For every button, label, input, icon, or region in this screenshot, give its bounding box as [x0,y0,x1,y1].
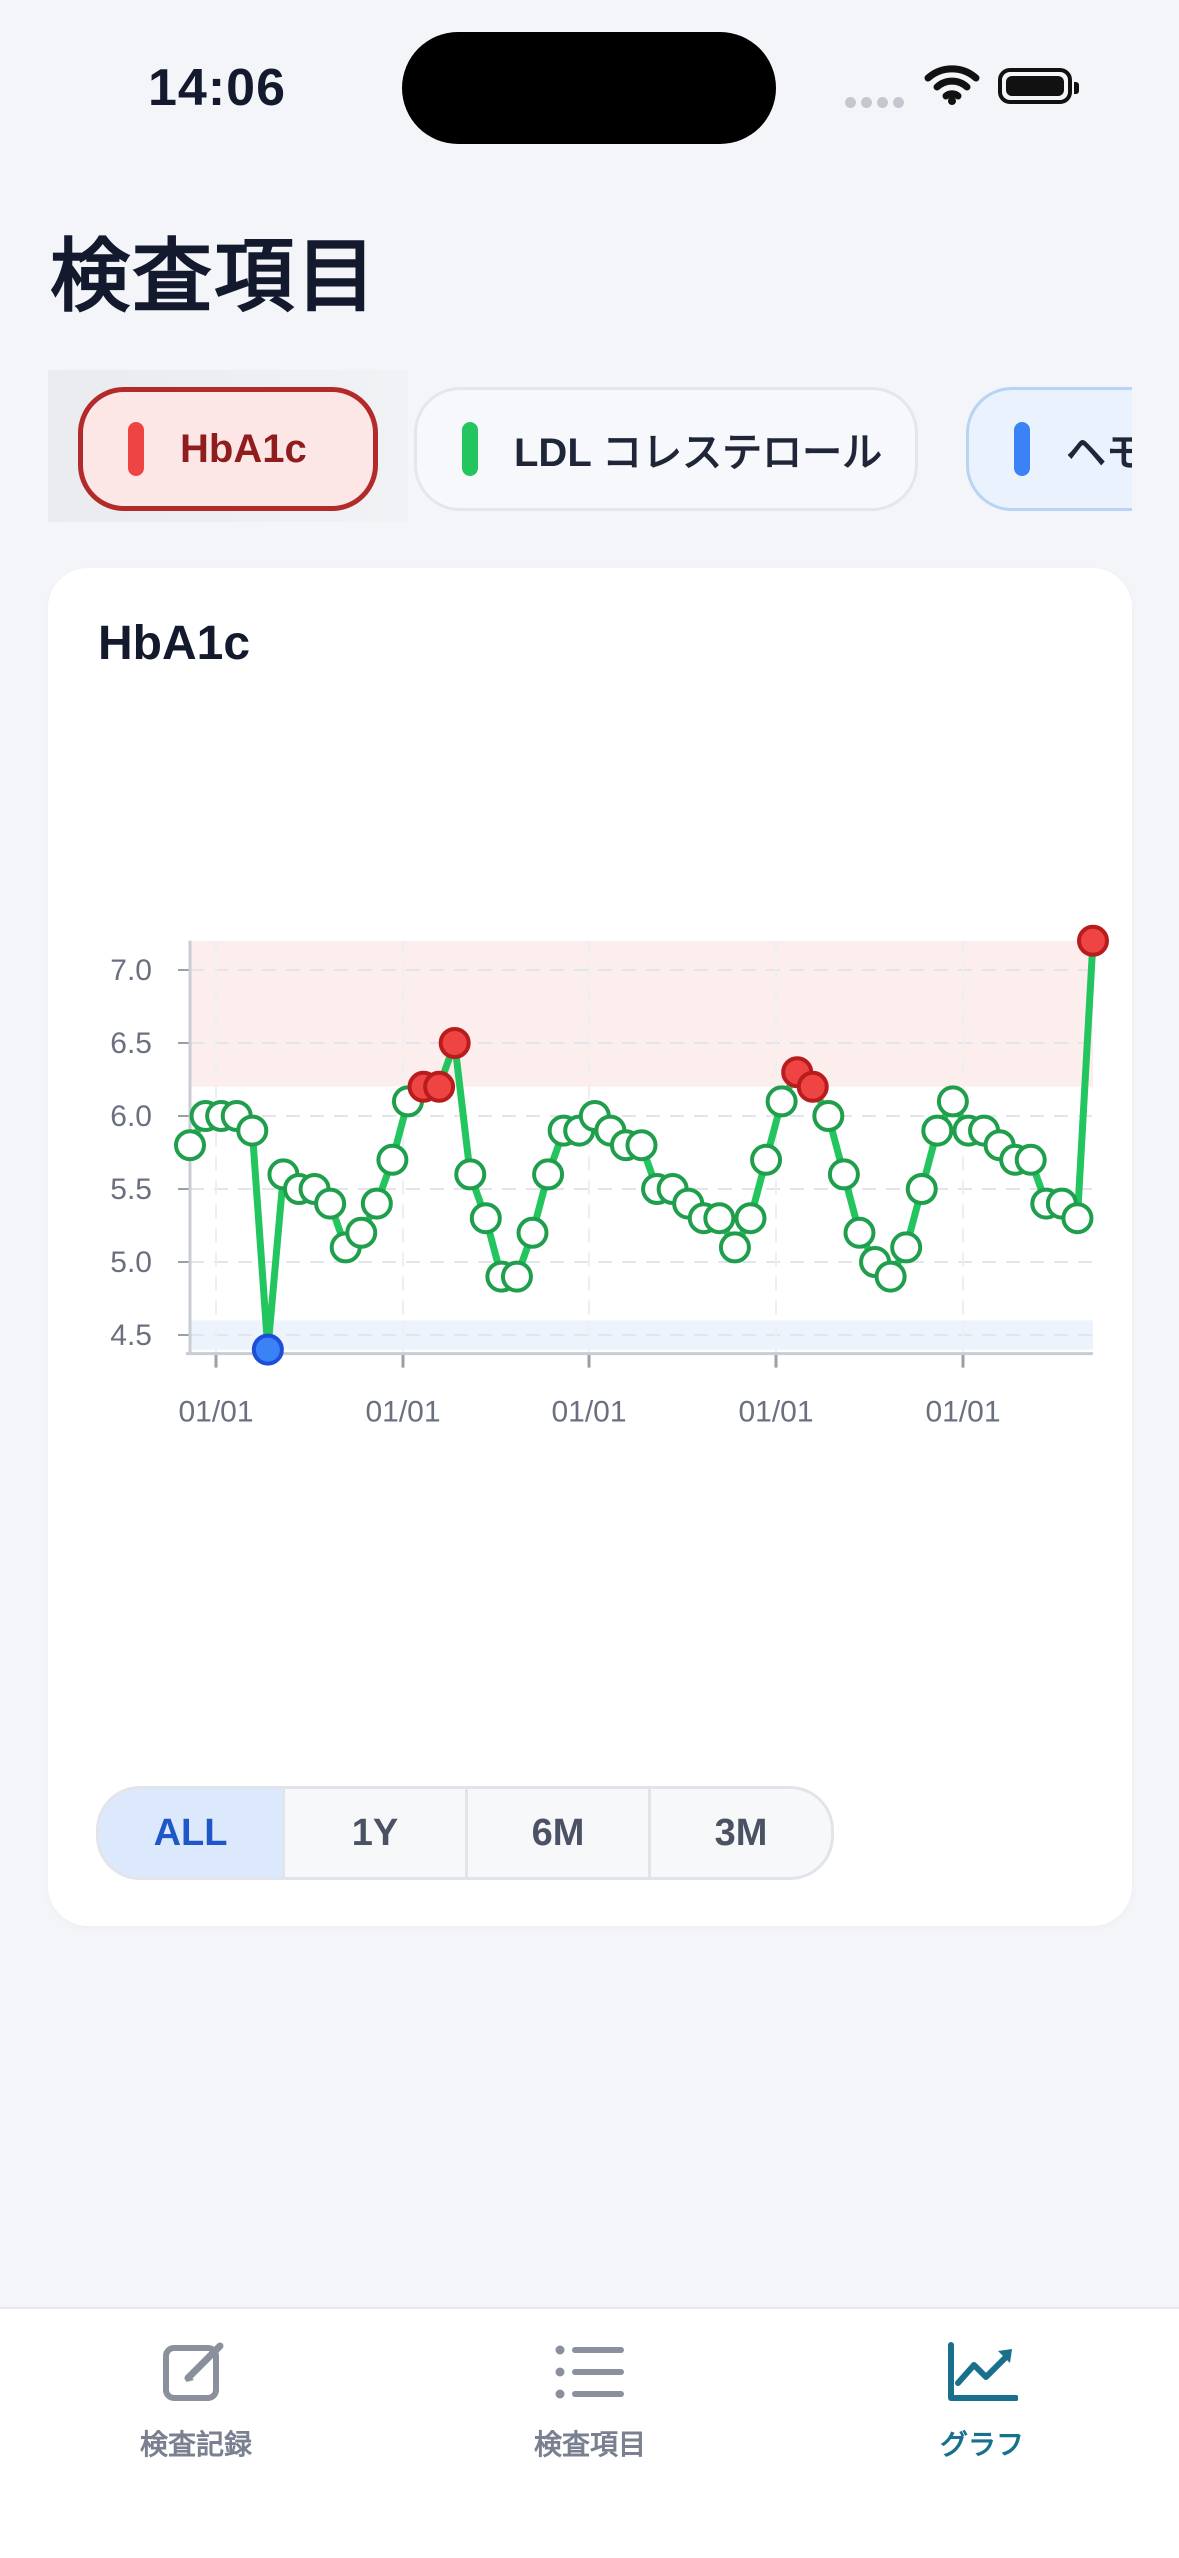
data-point [843,1216,876,1249]
data-point [812,1100,845,1132]
range-option-1y[interactable]: 1Y [282,1789,465,1877]
data-point [890,1231,923,1264]
range-option-all[interactable]: ALL [99,1789,282,1877]
y-tick-label: 4.5 [110,1319,152,1352]
high-range-band [190,940,1093,1087]
data-point [516,1216,549,1249]
y-tick-label: 6.0 [110,1100,152,1133]
x-tick-label: 01/01 [738,1396,813,1429]
tab-items[interactable]: 検査項目 [460,2337,720,2463]
chip-color-indicator [1014,422,1030,476]
data-point [625,1129,658,1162]
data-point [532,1158,565,1191]
test-item-chips: HbA1c LDL コレステロール ヘモ [48,370,1132,522]
data-point-low [251,1333,284,1366]
tab-bar: 検査記録 検査項目 グラフ [0,2307,1179,2558]
battery-icon [998,68,1079,104]
page-title: 検査項目 [50,232,378,321]
tab-record[interactable]: 検査記録 [66,2337,326,2463]
tab-label: 検査項目 [533,2429,646,2460]
y-tick-label: 5.5 [110,1173,152,1206]
status-bar: 14:06 [0,0,1179,180]
data-point [345,1216,378,1249]
data-point [314,1187,347,1220]
data-point [936,1085,969,1118]
data-point [469,1202,502,1235]
data-point [765,1085,798,1118]
range-option-3m[interactable]: 3M [648,1789,831,1877]
cellular-signal-icon [845,97,907,109]
data-point [174,1129,206,1162]
range-option-6m[interactable]: 6M [465,1789,648,1877]
chip-hemoglobin[interactable]: ヘモ [966,387,1132,511]
data-point-high [796,1070,829,1103]
data-point [236,1114,269,1147]
data-point [703,1202,736,1235]
chip-color-indicator [128,422,144,476]
chip-label: ヘモ [1066,431,1132,475]
data-point [500,1260,533,1293]
chip-ldl-cholesterol[interactable]: LDL コレステロール [414,387,918,511]
data-point [750,1143,783,1176]
chip-label: HbA1c [180,426,307,471]
tab-label: グラフ [939,2429,1024,2460]
chart-title: HbA1c [98,617,251,670]
x-tick-label: 01/01 [551,1396,626,1429]
data-point-high [423,1070,456,1103]
status-time: 14:06 [148,59,286,117]
data-point-high [438,1027,471,1059]
range-selector: ALL 1Y 6M 3M [96,1786,834,1880]
edit-icon [163,2342,224,2401]
data-point [1014,1143,1047,1176]
chart-card: HbA1c 4.5 5.0 5.5 6.0 6.5 7.0 01/01 01/01 01/01 0… [48,568,1132,1926]
tab-graph[interactable]: グラフ [852,2337,1112,2463]
x-tick-label: 01/01 [365,1396,440,1429]
list-icon [555,2345,624,2399]
data-point-high [1077,924,1109,957]
data-point [360,1187,393,1220]
data-point [921,1114,954,1147]
chip-label: LDL コレステロール [514,431,883,475]
x-tick-label: 01/01 [178,1396,253,1429]
data-point [874,1260,907,1293]
line-chart[interactable]: 4.5 5.0 5.5 6.0 6.5 7.0 01/01 01/01 01/01 01/01 01… [48,568,1132,1768]
chip-color-indicator [462,422,478,476]
data-point [454,1158,487,1191]
data-point [376,1143,409,1176]
dynamic-island [402,32,776,144]
data-point [905,1173,938,1205]
y-tick-label: 6.5 [110,1027,152,1060]
y-tick-label: 5.0 [110,1246,152,1279]
data-point [827,1158,860,1191]
data-point [718,1231,751,1264]
wifi-icon [924,65,980,105]
low-range-band [190,1320,1093,1350]
chart-icon [948,2342,1018,2401]
chip-hba1c[interactable]: HbA1c [78,387,378,511]
x-tick-label: 01/01 [925,1396,1000,1429]
data-point [734,1202,767,1235]
y-tick-label: 7.0 [110,954,152,987]
tab-label: 検査記録 [139,2429,252,2460]
data-point [1061,1202,1094,1235]
